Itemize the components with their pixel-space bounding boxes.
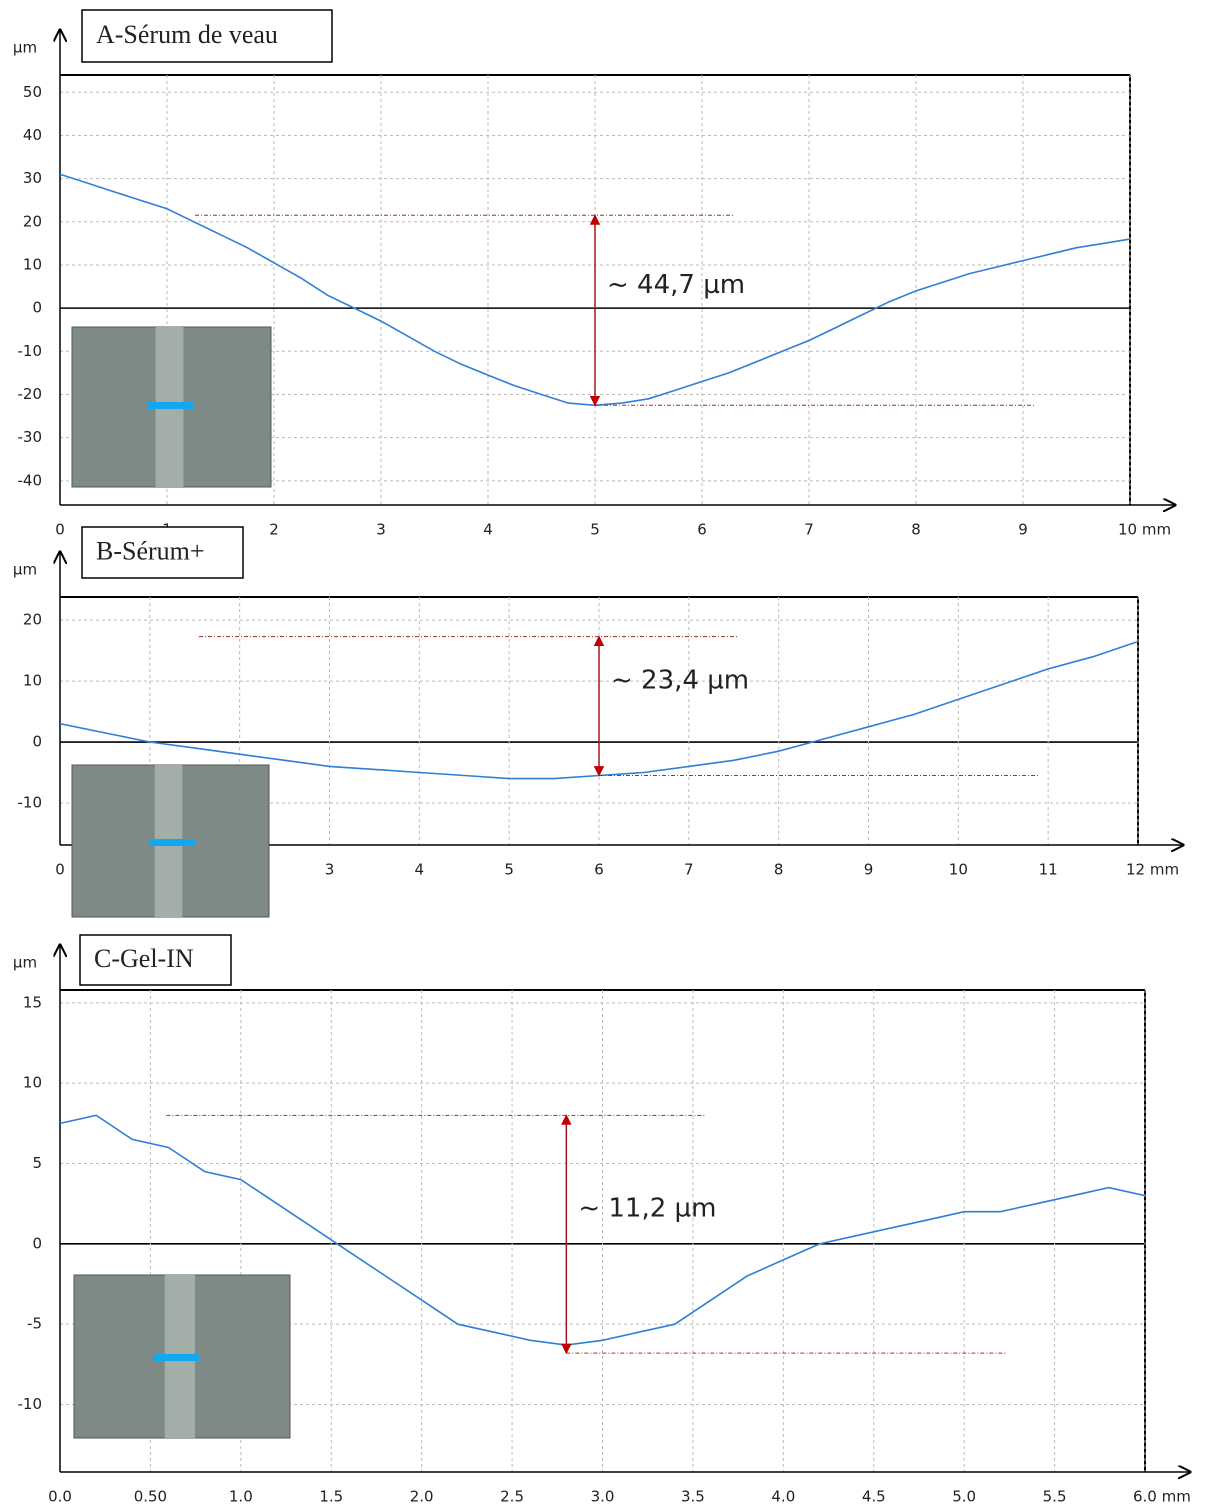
y-tick-label: 30 — [23, 169, 42, 187]
x-tick-label: 0 — [55, 861, 65, 879]
y-axis-unit: µm — [13, 39, 37, 57]
x-tick-label: 7 — [804, 521, 814, 539]
x-tick-label: 7 — [684, 861, 694, 879]
x-tick-label: 6 — [697, 521, 707, 539]
x-tick-label: 8 — [911, 521, 921, 539]
x-tick-label: 0.0 — [48, 1488, 72, 1506]
y-tick-label: -30 — [18, 428, 43, 446]
x-tick-label: 4 — [483, 521, 493, 539]
x-tick-label: 4.0 — [771, 1488, 795, 1506]
title-box — [81, 526, 244, 579]
x-tick-label: 1.0 — [229, 1488, 253, 1506]
x-tick-label: 9 — [864, 861, 874, 879]
inset-marker — [153, 1354, 199, 1361]
x-tick-label: 1.5 — [319, 1488, 343, 1506]
chart-title: A-Sérum de veau — [96, 20, 278, 49]
title-box — [81, 9, 333, 63]
x-tick-label: 5 — [504, 861, 514, 879]
x-tick-label: 6 — [594, 861, 604, 879]
x-tick-label: 6.0 mm — [1133, 1488, 1191, 1506]
chart-title: B-Sérum+ — [96, 536, 205, 565]
measure-label: ~ 23,4 µm — [611, 666, 749, 696]
profile-line — [59, 1114, 1146, 1346]
x-tick-label: 11 — [1039, 861, 1058, 879]
x-tick-label: 2 — [269, 521, 279, 539]
x-tick-label: 12 mm — [1126, 861, 1179, 879]
x-tick-label: 9 — [1018, 521, 1028, 539]
x-tick-label: 3.0 — [591, 1488, 615, 1506]
y-axis-unit: µm — [13, 561, 37, 579]
x-tick-label: 0.50 — [134, 1488, 167, 1506]
x-tick-label: 8 — [774, 861, 784, 879]
y-tick-label: 0 — [32, 299, 42, 317]
y-tick-label: 10 — [23, 672, 42, 690]
x-tick-label: 5.5 — [1043, 1488, 1067, 1506]
y-tick-label: -20 — [18, 385, 43, 403]
chart-title: C-Gel-IN — [94, 944, 194, 973]
y-tick-label: 20 — [23, 611, 42, 629]
x-tick-label: 3.5 — [681, 1488, 705, 1506]
x-tick-label: 10 mm — [1118, 521, 1171, 539]
y-tick-label: 5 — [32, 1154, 42, 1172]
inset-marker — [148, 402, 193, 409]
y-axis-unit: µm — [13, 954, 37, 972]
y-tick-label: -10 — [18, 342, 43, 360]
y-tick-label: -10 — [18, 793, 43, 811]
x-tick-label: 5.0 — [952, 1488, 976, 1506]
x-tick-label: 5 — [590, 521, 600, 539]
y-tick-label: 50 — [23, 83, 42, 101]
y-tick-label: 40 — [23, 126, 42, 144]
y-tick-label: 15 — [23, 993, 42, 1011]
x-tick-label: 4.5 — [862, 1488, 886, 1506]
y-tick-label: -40 — [18, 471, 43, 489]
y-tick-label: 10 — [23, 1074, 42, 1092]
inset-marker — [150, 839, 195, 846]
y-tick-label: 0 — [32, 733, 42, 751]
measure-label: ~ 44,7 µm — [607, 270, 745, 300]
x-tick-label: 3 — [376, 521, 386, 539]
y-tick-label: 0 — [32, 1234, 42, 1252]
x-tick-label: 2.5 — [500, 1488, 524, 1506]
x-tick-label: 0 — [55, 521, 65, 539]
x-tick-label: 4 — [415, 861, 425, 879]
y-tick-label: 10 — [23, 255, 42, 273]
measure-label: ~ 11,2 µm — [578, 1194, 716, 1224]
x-tick-label: 10 — [949, 861, 968, 879]
y-tick-label: -10 — [18, 1395, 43, 1413]
y-tick-label: 20 — [23, 212, 42, 230]
y-tick-label: -5 — [27, 1315, 42, 1333]
x-tick-label: 2.0 — [410, 1488, 434, 1506]
title-box — [79, 934, 232, 986]
x-tick-label: 3 — [325, 861, 335, 879]
